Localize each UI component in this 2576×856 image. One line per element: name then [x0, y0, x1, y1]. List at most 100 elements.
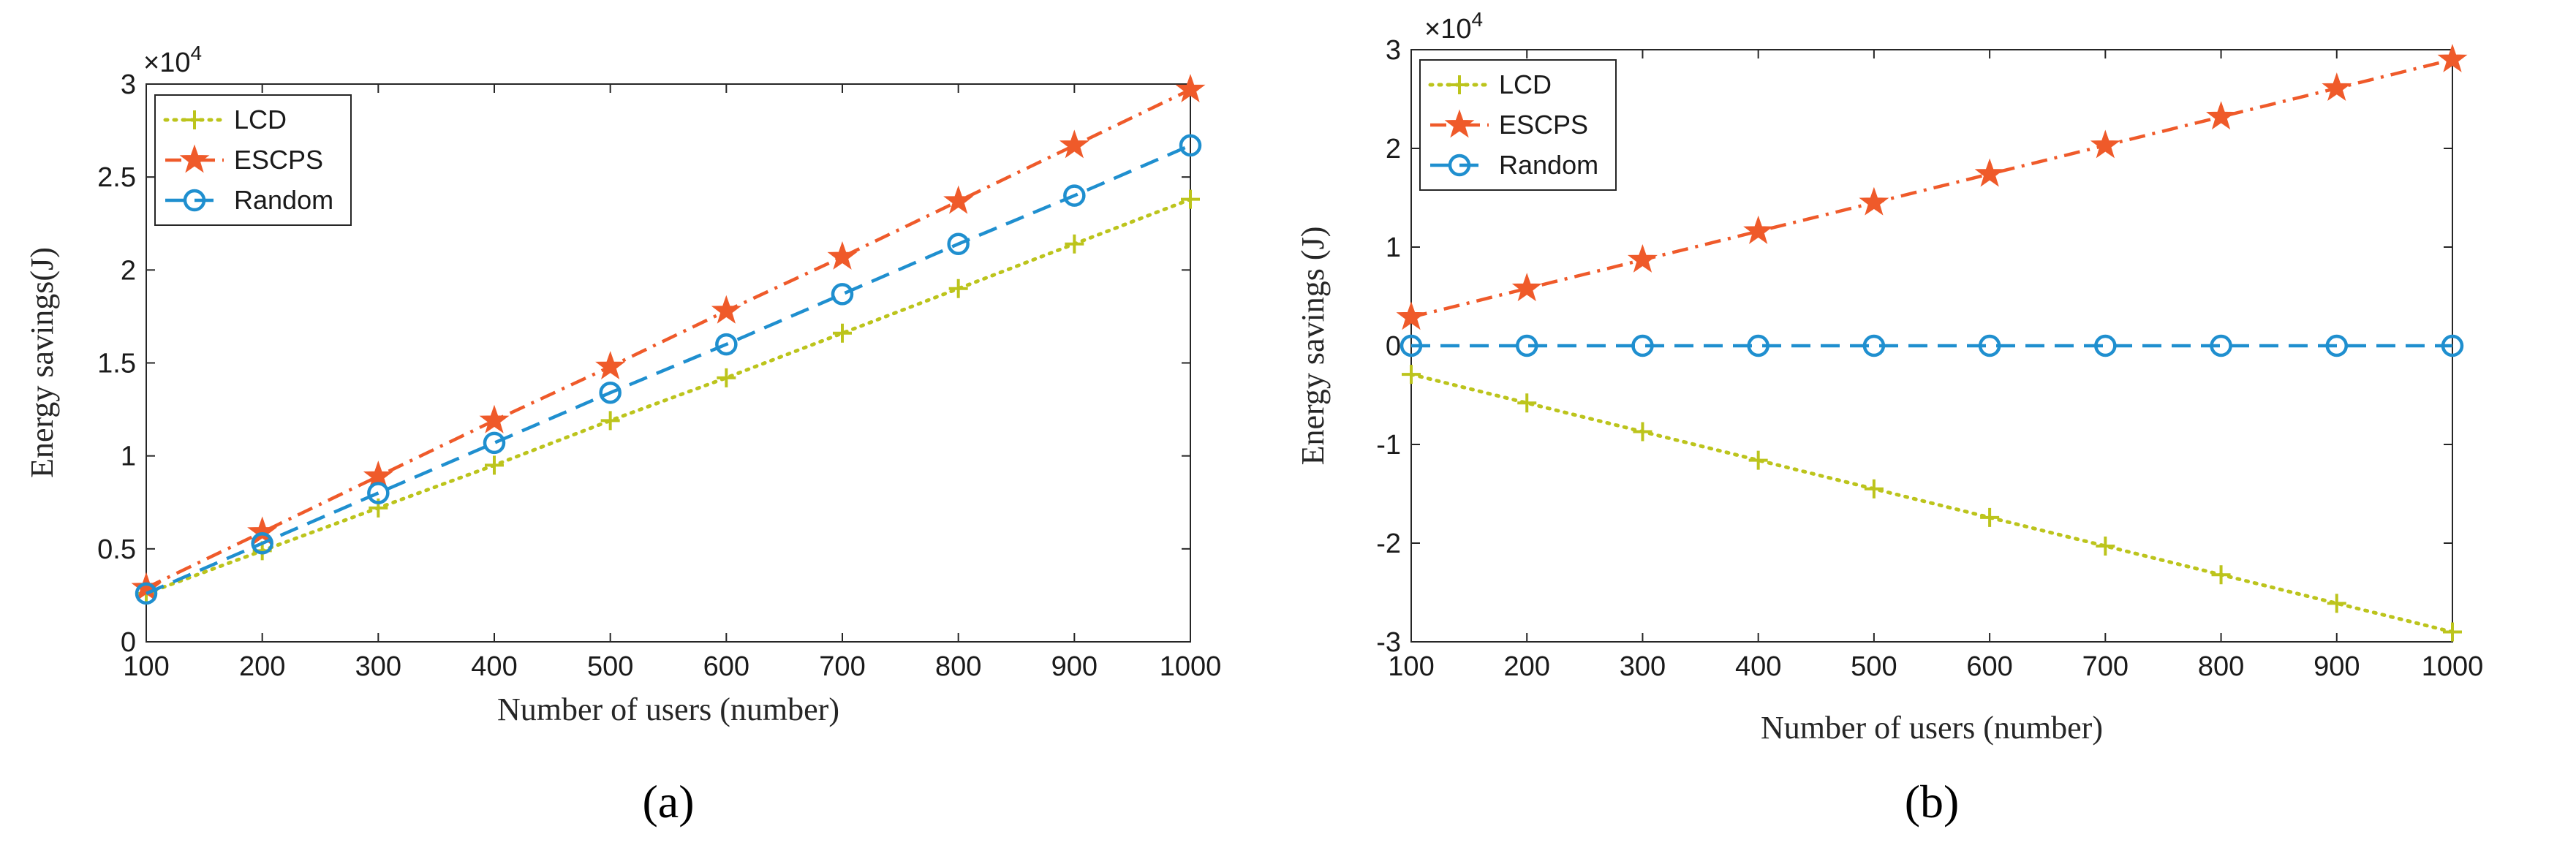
x-tick-label: 1000 [1160, 651, 1222, 682]
data-point-escps [247, 516, 278, 545]
legend-label-escps: ESCPS [234, 145, 323, 175]
data-point-random [947, 232, 970, 255]
data-point-random [2441, 334, 2464, 357]
data-point-escps [711, 295, 741, 324]
data-point-random [831, 283, 854, 306]
data-point-escps [2090, 129, 2120, 159]
data-point-escps [943, 185, 974, 214]
legend-marker-random [183, 189, 206, 212]
y-tick-label: 1.5 [97, 349, 136, 379]
y-tick-label: 2 [1386, 134, 1401, 164]
data-point-escps [1396, 301, 1427, 330]
legend-label-escps: ESCPS [1499, 110, 1588, 140]
data-point-lcd [1980, 507, 2000, 527]
legend-marker-escps [179, 144, 210, 173]
data-point-escps [595, 351, 626, 380]
data-point-escps [1511, 273, 1542, 302]
x-axis-label: Number of users (number) [497, 692, 839, 727]
y-tick-label: 1 [1386, 232, 1401, 263]
x-tick-label: 700 [2082, 651, 2129, 682]
data-point-random [715, 333, 738, 356]
data-point-lcd [2443, 622, 2462, 642]
x-tick-label: 100 [123, 651, 169, 682]
data-point-escps [1974, 158, 2005, 187]
x-tick-label: 800 [935, 651, 981, 682]
legend-marker-lcd [185, 110, 204, 129]
x-tick-label: 900 [1051, 651, 1098, 682]
data-point-random [135, 582, 158, 605]
data-point-random [483, 431, 506, 455]
data-point-random [1978, 334, 2001, 357]
legend-marker-random [1448, 154, 1471, 177]
data-point-lcd [833, 323, 852, 343]
x-tick-label: 500 [587, 651, 633, 682]
caption-b: (b) [1905, 776, 1960, 827]
y-tick-label: -2 [1376, 529, 1401, 559]
data-point-random [1747, 334, 1769, 357]
data-point-lcd [2327, 594, 2346, 613]
series-line-escps [146, 88, 1191, 590]
y-axis-multiplier: ×104 [143, 42, 202, 78]
x-tick-label: 200 [1504, 651, 1550, 682]
y-axis-label: Energy savings(J) [24, 247, 60, 478]
data-point-random [1063, 184, 1086, 207]
data-point-random [1862, 334, 1886, 357]
series-line-escps [1410, 58, 2453, 319]
x-tick-label: 300 [1620, 651, 1666, 682]
data-point-lcd [485, 455, 504, 475]
data-point-escps [827, 240, 858, 270]
data-point-random [2094, 334, 2117, 357]
x-tick-label: 600 [703, 651, 749, 682]
data-point-lcd [1065, 234, 1084, 254]
x-tick-label: 500 [1851, 651, 1897, 682]
series-line-lcd [144, 197, 1193, 596]
y-tick-label: 2 [121, 255, 136, 286]
data-point-lcd [1517, 393, 1537, 413]
data-point-escps [2322, 72, 2352, 102]
data-point-random [1631, 334, 1654, 357]
data-point-lcd [1864, 479, 1884, 499]
data-point-lcd [1748, 450, 1768, 470]
x-tick-label: 200 [239, 651, 285, 682]
y-tick-label: 0.5 [97, 534, 136, 565]
y-tick-label: 0 [121, 627, 136, 658]
legend-label-lcd: LCD [234, 105, 287, 135]
series-line-lcd [1409, 372, 2455, 634]
legend-marker-escps [1444, 109, 1475, 138]
x-axis-label: Number of users (number) [1761, 710, 2103, 746]
y-tick-label: 2.5 [97, 162, 136, 193]
data-point-escps [1059, 129, 1089, 159]
legend-label-lcd: LCD [1499, 69, 1552, 99]
data-point-random [599, 381, 622, 404]
legend-label-random: Random [234, 185, 333, 215]
chart-panel-b: 100 200 300 400 500 600 700 800 900 1000 -3 -2 -1 0 1 2… [1295, 8, 2483, 827]
legend-label-random: Random [1499, 150, 1598, 180]
legend-marker-lcd [1450, 75, 1469, 94]
data-point-random [2210, 334, 2232, 357]
data-point-lcd [600, 411, 620, 431]
data-point-lcd [2211, 565, 2231, 585]
data-point-escps [479, 404, 510, 433]
caption-a: (a) [642, 776, 694, 827]
data-point-escps [1175, 74, 1206, 103]
data-point-lcd [2096, 537, 2115, 556]
data-point-random [367, 482, 390, 504]
data-point-escps [2206, 101, 2237, 130]
data-point-random [1400, 334, 1423, 357]
x-tick-label: 1000 [2422, 651, 2484, 682]
legend: LCD ESCPS Random [1419, 59, 1617, 191]
y-tick-label: 3 [121, 69, 136, 100]
x-tick-label: 800 [2198, 651, 2244, 682]
x-tick-label: 100 [1388, 651, 1434, 682]
y-tick-label: 1 [121, 442, 136, 472]
data-point-escps [2437, 43, 2468, 72]
x-tick-label: 700 [819, 651, 865, 682]
legend: LCD ESCPS Random [154, 94, 352, 226]
data-point-random [2325, 334, 2349, 357]
data-point-lcd [1402, 365, 1421, 385]
data-point-escps [1743, 215, 1774, 244]
data-point-random [1179, 134, 1202, 157]
data-point-lcd [948, 279, 968, 298]
data-point-escps [131, 572, 162, 601]
